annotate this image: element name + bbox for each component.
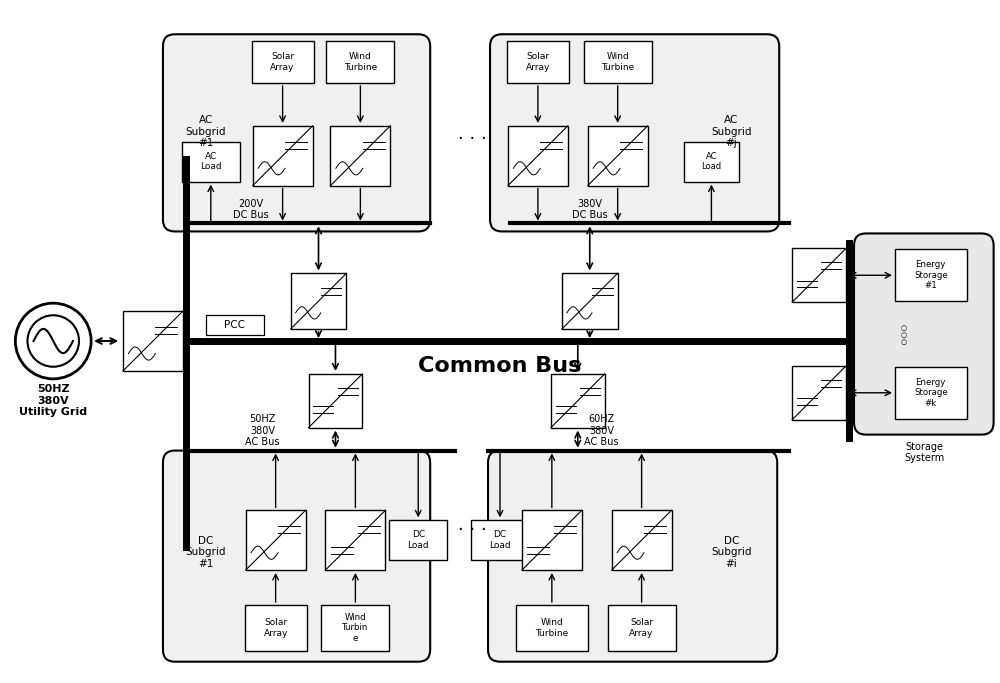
FancyBboxPatch shape: [507, 41, 569, 83]
FancyBboxPatch shape: [321, 605, 389, 651]
FancyBboxPatch shape: [291, 273, 346, 329]
Text: DC
Load: DC Load: [489, 531, 511, 550]
Text: · · ·: · · ·: [458, 521, 486, 540]
FancyBboxPatch shape: [389, 520, 447, 560]
FancyBboxPatch shape: [584, 41, 652, 83]
Text: Solar
Array: Solar Array: [270, 53, 295, 72]
FancyBboxPatch shape: [612, 510, 672, 570]
Text: Common Bus: Common Bus: [418, 356, 582, 376]
FancyBboxPatch shape: [854, 234, 994, 434]
Text: Storage
Systerm: Storage Systerm: [905, 442, 945, 463]
Text: 60HZ
380V
AC Bus: 60HZ 380V AC Bus: [584, 414, 619, 447]
FancyBboxPatch shape: [163, 451, 430, 662]
Text: Solar
Array: Solar Array: [629, 618, 654, 637]
FancyBboxPatch shape: [895, 367, 967, 419]
FancyBboxPatch shape: [326, 41, 394, 83]
FancyBboxPatch shape: [163, 34, 430, 232]
FancyBboxPatch shape: [490, 34, 779, 232]
FancyBboxPatch shape: [508, 126, 568, 186]
Text: PCC: PCC: [224, 320, 245, 330]
Text: Energy
Storage
#k: Energy Storage #k: [914, 378, 948, 408]
FancyBboxPatch shape: [551, 374, 605, 428]
FancyBboxPatch shape: [792, 366, 846, 419]
Text: AC
Load: AC Load: [200, 152, 222, 171]
Text: Solar
Array: Solar Array: [263, 618, 288, 637]
Text: 50HZ
380V
AC Bus: 50HZ 380V AC Bus: [245, 414, 280, 447]
Text: DC
Subgrid
#1: DC Subgrid #1: [186, 535, 226, 569]
Text: Solar
Array: Solar Array: [526, 53, 550, 72]
Text: Wind
Turbin
e: Wind Turbin e: [342, 613, 369, 643]
FancyBboxPatch shape: [895, 249, 967, 301]
Text: DC
Load: DC Load: [407, 531, 429, 550]
FancyBboxPatch shape: [792, 249, 846, 302]
FancyBboxPatch shape: [471, 520, 529, 560]
Text: 50HZ
380V
Utility Grid: 50HZ 380V Utility Grid: [19, 384, 87, 417]
FancyBboxPatch shape: [522, 510, 582, 570]
FancyBboxPatch shape: [245, 605, 307, 651]
Text: DC
Subgrid
#i: DC Subgrid #i: [711, 535, 752, 569]
Text: Wind
Turbine: Wind Turbine: [535, 618, 568, 637]
Text: 380V
DC Bus: 380V DC Bus: [572, 199, 608, 221]
FancyBboxPatch shape: [684, 142, 739, 182]
Text: · · ·: · · ·: [458, 130, 486, 148]
FancyBboxPatch shape: [182, 142, 240, 182]
Text: AC
Load: AC Load: [701, 152, 721, 171]
FancyBboxPatch shape: [309, 374, 362, 428]
FancyBboxPatch shape: [562, 273, 618, 329]
Text: AC
Subgrid
#j: AC Subgrid #j: [711, 115, 752, 148]
Text: Wind
Turbine: Wind Turbine: [344, 53, 377, 72]
FancyBboxPatch shape: [246, 510, 306, 570]
FancyBboxPatch shape: [253, 126, 313, 186]
FancyBboxPatch shape: [588, 126, 648, 186]
Text: AC
Subgrid
#1: AC Subgrid #1: [186, 115, 226, 148]
FancyBboxPatch shape: [252, 41, 314, 83]
FancyBboxPatch shape: [516, 605, 588, 651]
Text: Energy
Storage
#1: Energy Storage #1: [914, 260, 948, 290]
FancyBboxPatch shape: [488, 451, 777, 662]
Text: 200V
DC Bus: 200V DC Bus: [233, 199, 269, 221]
FancyBboxPatch shape: [325, 510, 385, 570]
FancyBboxPatch shape: [206, 315, 264, 335]
FancyBboxPatch shape: [330, 126, 390, 186]
Text: Wind
Turbine: Wind Turbine: [601, 53, 634, 72]
Text: ○
○
○: ○ ○ ○: [901, 325, 907, 345]
FancyBboxPatch shape: [608, 605, 676, 651]
FancyBboxPatch shape: [123, 311, 183, 371]
